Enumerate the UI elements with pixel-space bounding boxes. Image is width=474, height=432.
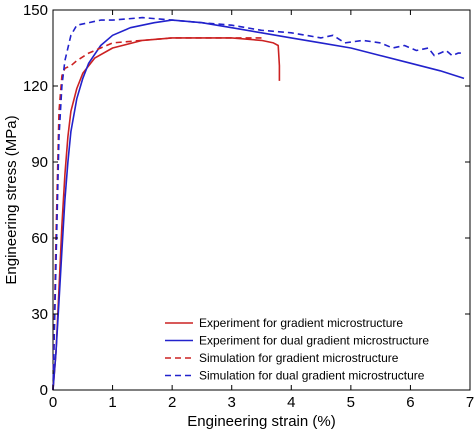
series-line-4 xyxy=(52,16,464,391)
y-tick-label: 150 xyxy=(23,2,48,19)
x-tick-label: 1 xyxy=(108,394,116,411)
series-line-3 xyxy=(52,37,262,391)
y-tick-label: 90 xyxy=(31,154,48,171)
x-tick-label: 4 xyxy=(287,394,295,411)
y-tick-label: 120 xyxy=(23,78,48,95)
series-line-1 xyxy=(52,37,281,391)
legend-label-2: Experiment for dual gradient microstruct… xyxy=(199,334,429,348)
x-axis-title: Engineering strain (%) xyxy=(187,413,335,430)
legend-label-1: Experiment for gradient microstructure xyxy=(199,316,403,330)
x-tick-label: 3 xyxy=(228,394,236,411)
y-tick-label: 0 xyxy=(40,382,48,399)
x-tick-label: 6 xyxy=(406,394,414,411)
y-tick-label: 60 xyxy=(31,230,48,247)
legend: Experiment for gradient microstructure Ex… xyxy=(165,316,429,383)
x-tick-label: 5 xyxy=(347,394,355,411)
x-tick-label: 7 xyxy=(466,394,474,411)
series-line-2 xyxy=(52,19,465,391)
legend-label-4: Simulation for dual gradient microstruct… xyxy=(199,369,425,383)
x-tick-label: 0 xyxy=(49,394,57,411)
x-tick-label: 2 xyxy=(168,394,176,411)
y-tick-label: 30 xyxy=(31,306,48,323)
series-layer xyxy=(52,16,465,391)
legend-label-3: Simulation for gradient microstructure xyxy=(199,351,399,365)
plot-frame xyxy=(52,9,471,391)
plot-area xyxy=(52,9,471,391)
y-axis-title: Engineering stress (MPa) xyxy=(3,115,20,284)
axes-layer: 0 1 2 3 4 5 6 7 0 30 60 90 120 150 xyxy=(23,2,474,411)
